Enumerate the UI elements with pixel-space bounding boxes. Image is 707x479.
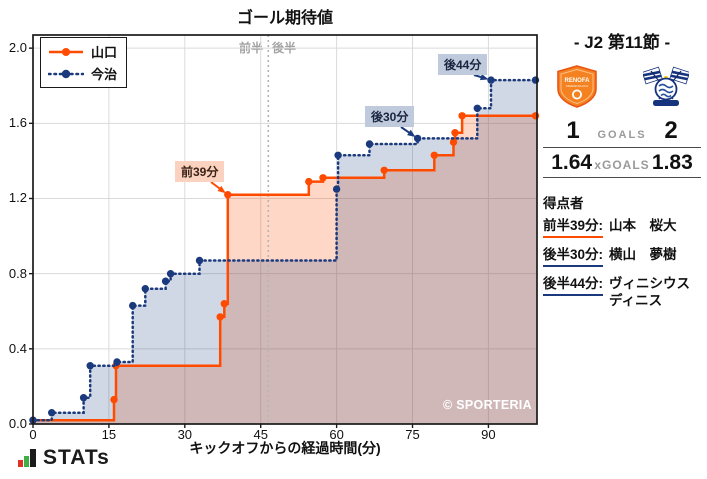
- imabari-shot-marker: [332, 185, 341, 193]
- yamaguchi-shot-marker: [305, 177, 313, 186]
- goals-label: GOALS: [597, 129, 647, 141]
- yamaguchi-shot-marker: [458, 112, 466, 120]
- scorer-time: 前半39分:: [543, 218, 604, 238]
- divider: [543, 177, 701, 178]
- round-title: - J2 第11節 -: [573, 33, 671, 52]
- stats-logo-text: STATs: [43, 446, 110, 469]
- imabari-shot-marker: [79, 394, 88, 402]
- y-tick-label: 1.6: [8, 115, 27, 131]
- imabari-shot-marker: [334, 151, 342, 159]
- imabari-xg-fill: [33, 80, 537, 424]
- imabari-shot-marker: [129, 301, 137, 310]
- chart-legend: 山口 今治: [40, 37, 128, 88]
- imabari-shot-marker: [365, 140, 374, 148]
- x-tick-label: 75: [405, 427, 420, 442]
- goal-arrowhead-3: [479, 74, 489, 81]
- scorer-time: 後半44分:: [543, 276, 604, 296]
- home-goals: 1: [566, 117, 580, 144]
- scorer-time: 後半30分:: [543, 247, 604, 267]
- legend-label-imabari: 今治: [91, 67, 118, 82]
- yamaguchi-shot-marker: [430, 151, 438, 159]
- xgoals-row: 1.64 xGOALS 1.83: [541, 151, 703, 175]
- legend-row-imabari: 今治: [48, 64, 117, 83]
- x-tick-label: 60: [329, 427, 344, 442]
- scorers-title: 得点者: [543, 196, 584, 211]
- goal-annotation-2: 後30分: [365, 106, 415, 127]
- yamaguchi-xg-fill: [33, 115, 537, 425]
- legend-label-yamaguchi: 山口: [91, 45, 118, 60]
- xg-step-plot: [29, 34, 540, 428]
- yamaguchi-shot-marker: [216, 313, 224, 321]
- yamaguchi-shot-marker: [110, 395, 118, 404]
- stats-bars-icon: [18, 449, 36, 467]
- stats-logo: STATs: [18, 446, 110, 469]
- svg-text:YAMAGUCHI FC: YAMAGUCHI FC: [566, 84, 590, 88]
- away-goals: 2: [664, 117, 678, 144]
- imabari-shot-marker: [413, 134, 422, 143]
- sporteria-watermark: © SPORTERIA: [443, 398, 532, 412]
- y-tick-label: 2.0: [8, 40, 27, 56]
- x-tick-label: 0: [29, 427, 37, 442]
- x-tick-label: 90: [481, 427, 496, 442]
- scorer-name: 横山 夢樹: [609, 246, 677, 262]
- y-tick-label: 0.8: [8, 265, 27, 281]
- x-axis-label: キックオフからの経過時間(分): [189, 440, 381, 456]
- divider: [543, 147, 701, 148]
- imabari-shot-marker: [195, 256, 204, 265]
- scorer-name: ヴィニシウス ディニス: [609, 275, 691, 308]
- goal-annotation-3: 後44分: [438, 54, 488, 75]
- imabari-shot-marker: [48, 409, 56, 417]
- home-xgoals: 1.64: [551, 151, 593, 174]
- away-xgoals: 1.83: [651, 151, 693, 174]
- scorer-row-3: 後半44分: ヴィニシウス ディニス: [543, 276, 703, 310]
- y-tick-label: 0.0: [8, 416, 27, 431]
- y-tick-label: 0.4: [8, 340, 27, 356]
- goal-arrowhead-2: [407, 129, 416, 137]
- renofa-yamaguchi-crest: RENOFA YAMAGUCHI FC: [557, 65, 597, 108]
- imabari-shot-marker: [141, 285, 149, 293]
- imabari-shot-marker: [473, 104, 481, 113]
- scorer-name: 山本 桜大: [609, 218, 677, 233]
- yamaguchi-shot-marker: [319, 174, 327, 182]
- y-tick-label: 1.2: [8, 190, 27, 206]
- imabari-shot-marker: [86, 362, 94, 370]
- imabari-shot-marker: [113, 358, 121, 366]
- scorer-row-2: 後半30分: 横山 夢樹: [543, 247, 703, 267]
- imabari-shot-marker: [161, 277, 170, 285]
- x-tick-label: 45: [253, 427, 268, 442]
- yamaguchi-shot-marker: [449, 138, 458, 146]
- yamaguchi-shot-marker: [224, 191, 232, 199]
- xgoals-label: xGOALS: [594, 158, 650, 172]
- x-tick-label: 15: [101, 427, 117, 442]
- legend-row-yamaguchi: 山口: [48, 42, 117, 61]
- x-tick-label: 30: [177, 427, 193, 442]
- fc-imabari-crest: [643, 66, 689, 106]
- yamaguchi-shot-marker: [451, 129, 459, 137]
- svg-text:RENOFA: RENOFA: [564, 78, 590, 84]
- xg-chart-area: ゴール期待値 前半 後半 山口 今治 キックオフからの経過時間(分) © SPO…: [8, 10, 540, 456]
- yamaguchi-line-sample-icon: [49, 47, 83, 56]
- chart-title: ゴール期待値: [236, 10, 333, 27]
- goal-arrowhead-1: [217, 185, 226, 194]
- scorers-list: 前半39分: 山本 桜大 後半30分: 横山 夢樹 後半44分: ヴィニシウス ディニス: [541, 218, 703, 310]
- yamaguchi-shot-marker: [380, 166, 388, 174]
- match-summary-panel: - J2 第11節 - RENOFA YAMAGUCHI FC: [537, 0, 707, 479]
- yamaguchi-shot-marker: [220, 300, 228, 308]
- imabari-shot-marker: [487, 76, 495, 84]
- crest-row: RENOFA YAMAGUCHI FC: [541, 65, 703, 109]
- plot-border: [32, 34, 538, 425]
- scorer-row-1: 前半39分: 山本 桜大: [543, 218, 703, 238]
- goals-row: 1 GOALS 2: [541, 117, 703, 145]
- goal-annotation-1: 前39分: [175, 161, 225, 182]
- imabari-shot-marker: [166, 270, 175, 278]
- imabari-line-sample-icon: [48, 69, 84, 78]
